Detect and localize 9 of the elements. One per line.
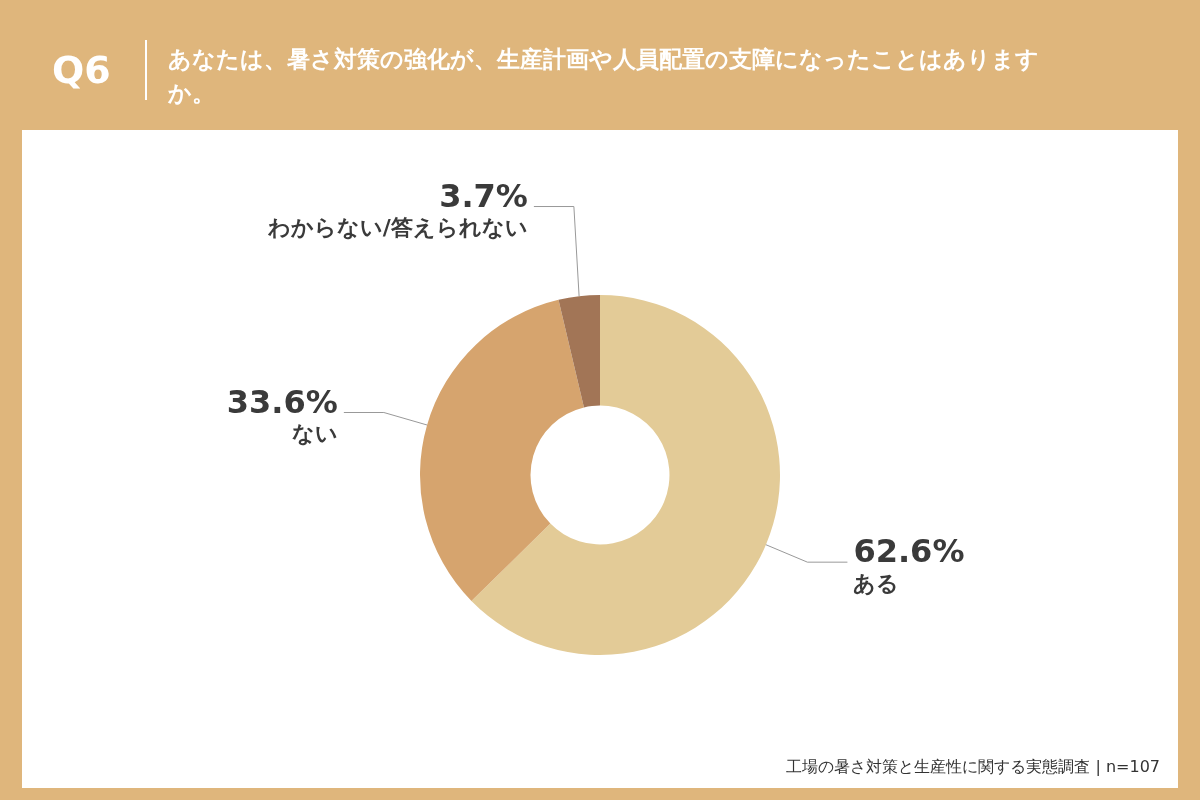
text: Q6 [52,48,111,92]
slice-label: ない [291,421,338,447]
data-label: 33.6% [226,382,338,421]
data-label: 3.7% [439,176,528,215]
data-label: 62.6% [853,532,965,571]
slice-label: ある [853,570,900,596]
chart-title: あなたは、暑さ対策の強化が、生産計画や人員配置の支障になったことはありますか。 [168,45,1040,108]
text: 工場の暑さ対策と生産性に関する実態調査 | n=107 [786,757,1160,778]
slice-label: わからない/答えられない [266,215,528,241]
